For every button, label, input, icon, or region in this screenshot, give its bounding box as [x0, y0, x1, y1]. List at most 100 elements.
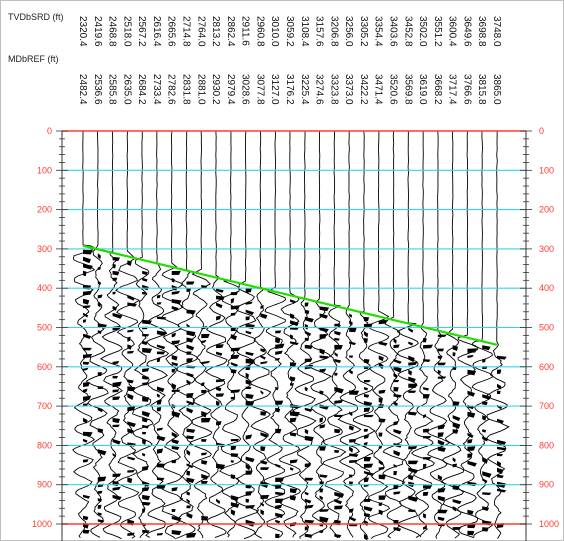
- trace-lobe: [334, 330, 341, 336]
- trace-lobe: [186, 281, 195, 285]
- seismic-trace: [145, 130, 170, 538]
- trace-lobe: [186, 330, 196, 337]
- trace-lobe: [290, 417, 297, 423]
- trace-lobe: [83, 263, 93, 270]
- trace-lobe: [363, 358, 370, 364]
- trace-lobe: [275, 484, 282, 490]
- trace-lobe: [378, 509, 384, 516]
- trace-lobe: [97, 281, 101, 285]
- trace-lobe: [304, 330, 312, 337]
- trace-lobe: [304, 435, 314, 442]
- trace-lobe: [290, 488, 298, 494]
- trace-lobe: [334, 449, 340, 453]
- md-value-label: 2831.8: [181, 74, 192, 105]
- trace-lobe: [83, 438, 88, 443]
- trace-lobe: [201, 417, 211, 423]
- seismic-trace: [249, 130, 272, 539]
- trace-lobe: [186, 309, 196, 315]
- trace-lobe: [142, 396, 150, 402]
- trace-lobe: [304, 428, 309, 435]
- trace-lobe: [482, 506, 490, 512]
- trace-lobe: [363, 407, 371, 413]
- trace-lobe: [482, 415, 487, 421]
- trace-lobe: [334, 505, 344, 510]
- trace-lobe: [201, 452, 208, 456]
- trace-lobe: [156, 294, 161, 299]
- trace-lobe: [334, 344, 343, 350]
- trace-lobe: [245, 330, 252, 335]
- trace-lobe: [186, 337, 194, 343]
- tvd-value-label: 3305.2: [358, 16, 369, 47]
- trace-lobe: [156, 448, 164, 454]
- trace-lobe: [378, 397, 383, 404]
- tvd-value-label: 3108.4: [299, 16, 310, 47]
- trace-lobe: [186, 287, 192, 293]
- trace-lobe: [230, 396, 236, 400]
- trace-lobe: [97, 428, 104, 434]
- trace-lobe: [393, 421, 399, 426]
- trace-lobe: [142, 438, 147, 445]
- trace-lobe: [142, 375, 149, 380]
- right-tick-label: 900: [539, 480, 554, 490]
- trace-lobe: [423, 485, 432, 489]
- trace-lobe: [230, 509, 236, 516]
- trace-lobe: [378, 495, 387, 500]
- trace-lobe: [423, 344, 434, 349]
- trace-lobe: [393, 359, 402, 364]
- trace-lobe: [290, 376, 296, 382]
- trace-lobe: [112, 270, 120, 276]
- trace-lobe: [171, 431, 178, 438]
- trace-lobe: [171, 270, 181, 275]
- trace-lobe: [112, 417, 120, 424]
- trace-lobe: [423, 513, 427, 519]
- tvd-value-label: 3206.8: [328, 16, 339, 47]
- right-tick-label: 200: [539, 205, 554, 215]
- trace-lobe: [497, 467, 504, 474]
- trace-lobe: [230, 389, 241, 394]
- right-tick-label: 0: [539, 126, 544, 136]
- trace-lobe: [467, 354, 474, 358]
- trace-lobe: [156, 435, 166, 442]
- trace-lobe: [319, 313, 329, 319]
- trace-lobe: [319, 474, 328, 478]
- trace-lobe: [482, 359, 486, 363]
- trace-lobe: [423, 414, 427, 419]
- trace-lobe: [497, 383, 502, 390]
- trace-lobe: [482, 471, 492, 478]
- trace-lobe: [127, 477, 133, 484]
- trace-lobe: [437, 488, 446, 493]
- trace-lobe: [142, 501, 151, 506]
- trace-lobe: [349, 320, 353, 326]
- tvd-value-label: 2616.4: [151, 16, 162, 47]
- trace-lobe: [83, 381, 90, 388]
- trace-lobe: [349, 459, 358, 463]
- seismic-trace: [234, 130, 258, 540]
- trace-lobe: [260, 313, 268, 319]
- trace-lobe: [378, 418, 386, 423]
- trace-lobe: [186, 470, 191, 476]
- md-value-label: 2635.0: [121, 74, 132, 105]
- trace-lobe: [112, 494, 122, 501]
- trace-lobe: [186, 435, 195, 440]
- trace-lobe: [97, 294, 103, 299]
- trace-lobe: [319, 334, 327, 339]
- trace-lobe: [423, 457, 432, 460]
- md-value-label: 3520.6: [388, 74, 399, 105]
- trace-lobe: [393, 366, 402, 373]
- trace-lobe: [201, 480, 208, 484]
- trace-lobe: [112, 325, 121, 331]
- trace-lobe: [245, 463, 251, 471]
- trace-lobe: [156, 302, 162, 305]
- trace-lobe: [127, 336, 131, 342]
- tvd-value-label: 2419.6: [92, 16, 103, 47]
- tvd-value-label: 3502.0: [417, 16, 428, 47]
- trace-lobe: [363, 428, 369, 432]
- trace-lobe: [186, 477, 195, 484]
- trace-lobe: [186, 379, 191, 386]
- seismic-trace: [410, 130, 435, 538]
- trace-lobe: [142, 431, 147, 435]
- trace-lobe: [83, 388, 88, 393]
- trace-lobe: [171, 277, 175, 283]
- trace-lobe: [83, 270, 87, 277]
- trace-lobe: [334, 498, 343, 505]
